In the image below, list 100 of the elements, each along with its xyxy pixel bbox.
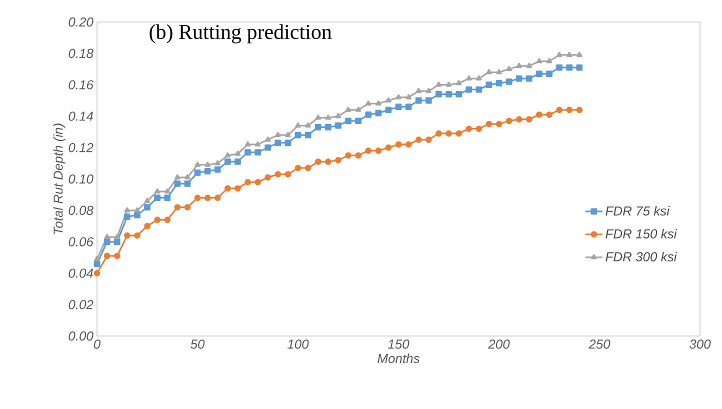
point bbox=[204, 194, 211, 202]
point bbox=[144, 222, 150, 230]
point bbox=[234, 150, 241, 156]
point bbox=[476, 86, 482, 93]
point bbox=[456, 130, 462, 137]
point bbox=[124, 213, 130, 220]
y-tick-label: 0.02 bbox=[68, 300, 94, 310]
point bbox=[436, 91, 442, 98]
point bbox=[536, 111, 542, 118]
point bbox=[234, 185, 241, 192]
point bbox=[164, 194, 171, 202]
point bbox=[214, 166, 221, 173]
point bbox=[254, 149, 261, 156]
point bbox=[526, 62, 532, 68]
point bbox=[264, 144, 272, 151]
point bbox=[436, 82, 442, 87]
point bbox=[184, 180, 191, 187]
point bbox=[486, 120, 492, 128]
point bbox=[244, 149, 251, 156]
point bbox=[284, 171, 292, 178]
point bbox=[516, 62, 522, 68]
point bbox=[144, 198, 150, 203]
point bbox=[134, 232, 140, 239]
point bbox=[254, 141, 261, 146]
point bbox=[546, 70, 552, 77]
point bbox=[526, 75, 532, 82]
point bbox=[124, 232, 130, 239]
point bbox=[516, 116, 522, 123]
point bbox=[405, 141, 412, 148]
x-tick-label: 250 bbox=[588, 340, 610, 349]
point bbox=[405, 104, 412, 110]
point bbox=[94, 260, 100, 267]
point bbox=[224, 185, 231, 192]
legend-label: FDR 150 ksi bbox=[606, 228, 678, 238]
point bbox=[425, 97, 432, 104]
point bbox=[345, 152, 352, 159]
point bbox=[325, 114, 332, 120]
point bbox=[315, 114, 321, 120]
point bbox=[214, 160, 220, 166]
point bbox=[365, 111, 372, 118]
point bbox=[406, 94, 412, 100]
point bbox=[194, 170, 201, 176]
point bbox=[576, 106, 583, 114]
x-tick-label: 100 bbox=[288, 340, 309, 349]
point bbox=[154, 188, 160, 194]
point bbox=[164, 216, 171, 224]
point bbox=[204, 168, 211, 174]
point bbox=[274, 140, 282, 146]
point bbox=[305, 122, 311, 128]
point bbox=[184, 204, 191, 210]
point bbox=[446, 91, 452, 98]
y-tick-label: 0.10 bbox=[68, 174, 94, 184]
x-tick-label: 50 bbox=[190, 340, 205, 349]
y-tick-label: 0.12 bbox=[68, 142, 94, 152]
point bbox=[104, 234, 110, 240]
point bbox=[304, 164, 312, 172]
point bbox=[204, 162, 210, 167]
point bbox=[174, 204, 181, 210]
point bbox=[526, 116, 532, 123]
point bbox=[375, 148, 382, 154]
point bbox=[576, 64, 583, 71]
point bbox=[496, 69, 502, 74]
point bbox=[466, 126, 472, 132]
point bbox=[114, 234, 120, 240]
point bbox=[134, 207, 140, 212]
point bbox=[184, 174, 190, 180]
point bbox=[264, 174, 272, 181]
point bbox=[536, 70, 542, 77]
point bbox=[244, 141, 251, 146]
point bbox=[275, 132, 281, 138]
point bbox=[345, 118, 352, 124]
chart-title: (b) Rutting prediction bbox=[150, 24, 332, 44]
point bbox=[486, 82, 492, 88]
y-axis-title: Total Rut Depth (in) bbox=[53, 124, 66, 234]
point bbox=[566, 106, 573, 114]
point bbox=[314, 124, 322, 130]
point bbox=[536, 58, 542, 64]
point bbox=[224, 152, 231, 158]
point bbox=[154, 216, 160, 224]
point bbox=[154, 194, 160, 202]
point bbox=[375, 110, 382, 116]
point bbox=[94, 256, 100, 262]
point bbox=[174, 174, 180, 180]
x-tick-label: 150 bbox=[388, 340, 410, 349]
point bbox=[294, 164, 302, 172]
point bbox=[294, 132, 302, 138]
legend-label: FDR 300 ksi bbox=[606, 252, 678, 262]
point bbox=[466, 86, 472, 93]
point bbox=[486, 69, 492, 74]
point bbox=[365, 148, 372, 154]
point bbox=[104, 252, 110, 260]
y-tick-label: 0.06 bbox=[68, 237, 94, 246]
point bbox=[436, 130, 442, 137]
x-tick-label: 200 bbox=[488, 340, 510, 349]
point bbox=[376, 100, 382, 106]
point bbox=[506, 118, 512, 124]
point bbox=[144, 204, 150, 210]
point bbox=[124, 207, 130, 212]
point bbox=[274, 171, 282, 178]
point bbox=[304, 132, 312, 138]
